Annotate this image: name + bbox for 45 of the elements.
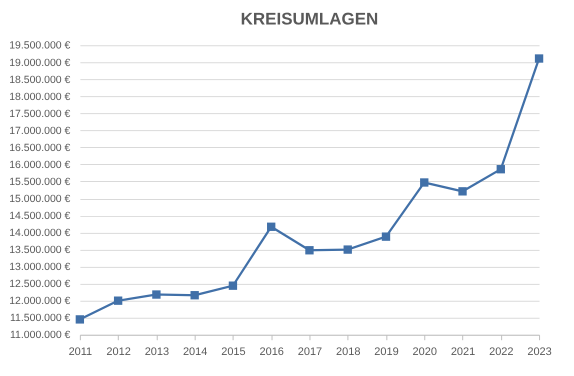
point bbox=[190, 291, 199, 300]
x-tick-label: 2020 bbox=[412, 346, 437, 358]
point bbox=[228, 282, 238, 290]
point bbox=[305, 246, 314, 254]
x-tick-label: 2016 bbox=[259, 346, 284, 358]
y-tick-label: 16.000.000 € bbox=[9, 160, 71, 171]
point bbox=[382, 232, 390, 241]
y-tick-label: 16.500.000 € bbox=[9, 142, 71, 154]
y-tick-label: 11.000.000 € bbox=[10, 330, 71, 342]
point bbox=[152, 290, 161, 299]
chart-title: KREISUMLAGEN bbox=[240, 9, 378, 28]
y-tick-label: 15.000.000 € bbox=[9, 194, 71, 205]
x-tick-label: 2012 bbox=[106, 346, 131, 358]
y-tick-label: 13.500.000 € bbox=[9, 245, 71, 256]
x-tick-label: 2021 bbox=[450, 346, 476, 358]
x-tick-label: 2014 bbox=[182, 346, 208, 358]
y-tick-label: 12.500.000 € bbox=[9, 279, 71, 290]
y-tick-label: 18.500.000 € bbox=[9, 74, 71, 86]
point bbox=[458, 187, 467, 196]
y-tick-label: 19.000.000 € bbox=[9, 58, 71, 69]
y-tick-label: 13.000.000 € bbox=[9, 262, 71, 274]
x-tick-label: 2023 bbox=[527, 346, 552, 358]
y-tick-label: 17.000.000 € bbox=[9, 126, 71, 137]
point bbox=[344, 245, 352, 254]
y-tick-label: 15.500.000 € bbox=[9, 176, 71, 188]
point bbox=[76, 315, 84, 324]
y-tick-label: 12.000.000 € bbox=[9, 296, 71, 308]
x-tick-label: 2015 bbox=[221, 346, 246, 358]
y-tick-label: 19.500.000 € bbox=[9, 40, 71, 52]
y-tick-label: 14.500.000 € bbox=[9, 211, 71, 222]
x-tick-label: 2011 bbox=[68, 346, 92, 358]
y-tick-label: 14.000.000 € bbox=[9, 228, 71, 240]
x-tick-label: 2013 bbox=[144, 346, 170, 358]
point bbox=[496, 165, 505, 174]
point bbox=[534, 54, 544, 63]
point bbox=[114, 296, 122, 305]
x-tick-label: 2019 bbox=[374, 346, 399, 358]
y-tick-label: 11.500.000 € bbox=[10, 313, 71, 324]
point bbox=[420, 178, 428, 187]
y-tick-label: 18.000.000 € bbox=[9, 92, 71, 103]
x-tick-label: 2018 bbox=[336, 346, 360, 358]
x-tick-label: 2017 bbox=[298, 346, 322, 358]
x-tick-label: 2022 bbox=[489, 346, 514, 358]
y-tick-label: 17.500.000 € bbox=[9, 108, 71, 120]
point bbox=[267, 222, 276, 231]
